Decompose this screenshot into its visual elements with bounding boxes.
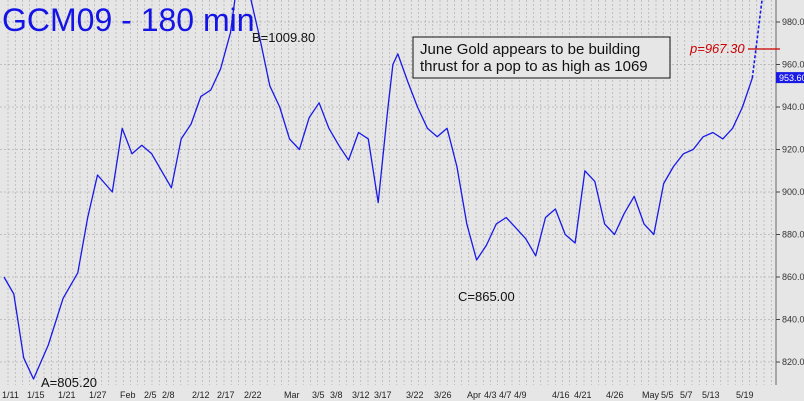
x-tick-label: 3/5 [312, 390, 325, 400]
x-tick-label: 2/5 [144, 390, 157, 400]
y-tick-label: 840.00 [782, 315, 804, 325]
target-label: p=967.30 [689, 41, 745, 56]
y-tick-label: 860.00 [782, 272, 804, 282]
x-tick-label: 4/26 [606, 390, 624, 400]
grid [0, 0, 776, 385]
x-tick-label: 4/9 [514, 390, 527, 400]
y-tick-label: 920.00 [782, 145, 804, 155]
x-tick-label: 4/21 [574, 390, 592, 400]
note-line-2: thrust for a pop to as high as 1069 [420, 58, 648, 75]
chart-title: GCM09 - 180 min [2, 2, 255, 38]
projection-line [751, 0, 763, 79]
y-tick-label: 940.00 [782, 102, 804, 112]
x-tick-label: 1/27 [89, 390, 107, 400]
x-tick-label: Mar [284, 390, 300, 400]
price-series-line [3, 0, 753, 380]
x-tick-label: 1/15 [27, 390, 45, 400]
x-tick-label: 4/3 [484, 390, 497, 400]
last-price-tag [776, 72, 804, 84]
y-tick-label: 820.00 [782, 357, 804, 367]
x-tick-label: 2/8 [162, 390, 175, 400]
x-tick-label: Feb [120, 390, 136, 400]
high-label: B=1009.80 [252, 30, 315, 45]
x-tick-label: 3/26 [434, 390, 452, 400]
y-tick-label: 960.00 [782, 60, 804, 70]
x-tick-label: 3/22 [406, 390, 424, 400]
low-label: A=805.20 [41, 375, 97, 390]
x-tick-label: 2/22 [244, 390, 262, 400]
x-tick-label: 2/12 [192, 390, 210, 400]
x-tick-label: 5/19 [736, 390, 754, 400]
note-box [412, 36, 671, 79]
x-tick-label: Apr [467, 390, 481, 400]
last-price-label: 953.60 [779, 73, 804, 83]
x-tick-label: 3/17 [374, 390, 392, 400]
x-tick-label: 3/8 [330, 390, 343, 400]
series-group [3, 0, 763, 380]
x-tick-label: 5/5 [661, 390, 674, 400]
note-line-1: June Gold appears to be building [420, 41, 640, 58]
x-tick-label: 1/11 [2, 390, 19, 400]
y-tick-label: 980.00 [782, 17, 804, 27]
pivot-low-label: C=865.00 [458, 289, 515, 304]
y-axis: 820.00 840.00 860.00 880.00 900.00 920.00 940.… [776, 17, 804, 367]
x-tick-label: 5/7 [680, 390, 693, 400]
x-tick-label: 5/13 [702, 390, 720, 400]
y-tick-label: 900.00 [782, 187, 804, 197]
x-tick-label: 4/16 [552, 390, 570, 400]
x-tick-label: May [642, 390, 660, 400]
x-axis: 1/11 1/15 1/21 1/27 Feb 2/5 2/8 2/12 2/17 2/22 Mar… [2, 390, 754, 400]
x-tick-label: 1/21 [58, 390, 76, 400]
x-tick-label: 4/7 [499, 390, 512, 400]
x-tick-label: 2/17 [217, 390, 235, 400]
x-tick-label: 3/12 [352, 390, 370, 400]
y-tick-label: 880.00 [782, 230, 804, 240]
